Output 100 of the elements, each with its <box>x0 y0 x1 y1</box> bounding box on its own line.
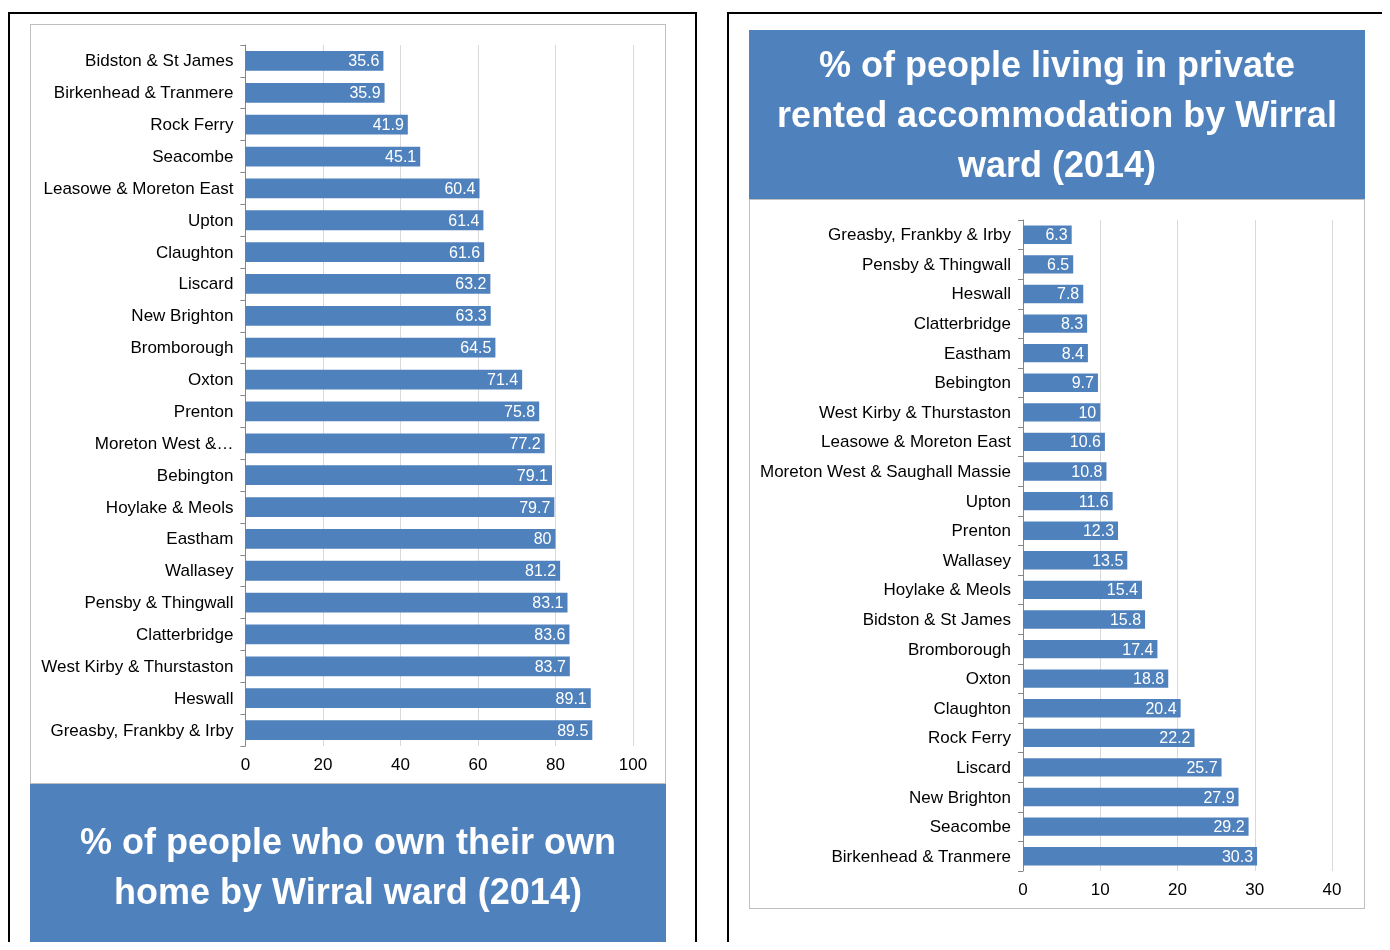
y-tick-label: Seacombe <box>929 817 1012 837</box>
chart-title: % of people living in private rented accommodation by Wirral ward (2014) <box>749 30 1365 199</box>
x-tick-label: 100 <box>618 755 648 774</box>
data-label: 12.3 <box>1082 522 1115 540</box>
bar <box>245 433 545 454</box>
y-tick-label: Moreton West & Saughall Massie <box>759 462 1012 482</box>
data-label: 79.1 <box>516 466 549 484</box>
y-tick-label: Bromborough <box>908 639 1012 659</box>
data-label: 63.2 <box>455 275 487 293</box>
y-tick-label: Bebington <box>156 465 234 485</box>
y-tick-label: Moreton West &… <box>94 433 234 453</box>
x-tick-label: 20 <box>1168 880 1187 899</box>
y-tick-label: Birkenhead & Tranmere <box>831 846 1012 866</box>
bar <box>245 401 540 422</box>
bar <box>1023 758 1222 777</box>
bar <box>245 305 491 326</box>
bar <box>1023 314 1088 333</box>
data-label: 6.3 <box>1045 226 1068 244</box>
bar <box>245 369 523 390</box>
bar <box>245 497 555 517</box>
bar <box>1023 817 1249 836</box>
y-tick-label: Bidston & St James <box>862 609 1012 629</box>
data-label: 89.5 <box>557 721 589 739</box>
x-tick-label: 80 <box>546 755 565 774</box>
y-tick-label: Wallasey <box>165 561 234 581</box>
y-tick-label: Rock Ferry <box>927 728 1012 748</box>
y-tick-label: Seacombe <box>152 147 234 167</box>
bar <box>245 146 421 167</box>
data-label: 15.8 <box>1109 610 1142 628</box>
y-tick-label: Prenton <box>951 521 1012 541</box>
data-label: 29.2 <box>1213 818 1245 836</box>
data-label: 80 <box>533 530 552 548</box>
data-label: 35.6 <box>348 52 380 70</box>
x-tick-label: 40 <box>390 755 410 774</box>
y-tick-label: Bidston & St James <box>85 51 234 71</box>
bar <box>1023 669 1169 688</box>
bar <box>245 114 408 135</box>
y-tick-label: Wallasey <box>942 550 1012 570</box>
data-label: 17.4 <box>1122 640 1154 658</box>
data-label: 9.7 <box>1071 374 1095 392</box>
bar <box>1023 462 1107 481</box>
bar <box>245 274 491 294</box>
bar <box>245 624 570 645</box>
data-label: 6.5 <box>1046 255 1070 273</box>
data-label: 10.8 <box>1071 463 1103 481</box>
data-label: 83.7 <box>534 657 566 675</box>
y-tick-label: Pensby & Thingwall <box>862 254 1012 274</box>
data-label: 83.6 <box>534 625 566 643</box>
data-label: 27.9 <box>1203 788 1235 806</box>
x-tick-label: 30 <box>1245 880 1265 899</box>
bar <box>245 178 480 199</box>
bar <box>1023 580 1142 600</box>
y-tick-label: Hoylake & Meols <box>105 497 234 517</box>
data-label: 81.2 <box>524 562 557 580</box>
data-label: 13.5 <box>1092 551 1124 569</box>
y-tick-label: Liscard <box>956 757 1012 777</box>
bar <box>1023 847 1258 866</box>
bar <box>245 465 552 486</box>
y-tick-label: Bebington <box>934 373 1012 393</box>
y-tick-label: Oxton <box>188 370 234 390</box>
data-label: 75.8 <box>504 402 536 420</box>
bar <box>1023 403 1101 422</box>
data-label: 83.1 <box>532 594 564 612</box>
x-tick-label: 60 <box>468 755 488 774</box>
data-label: 7.8 <box>1057 285 1080 303</box>
y-tick-label: West Kirby & Thurstaston <box>41 656 234 676</box>
y-tick-label: Greasby, Frankby & Irby <box>828 225 1012 245</box>
bar <box>245 337 496 358</box>
y-tick-label: Prenton <box>173 401 234 421</box>
x-tick-label: 10 <box>1090 880 1110 899</box>
bar <box>1023 699 1181 718</box>
y-tick-label: Bromborough <box>130 338 234 358</box>
y-tick-label: Rock Ferry <box>150 115 234 135</box>
y-tick-label: Leasowe & Moreton East <box>43 178 234 198</box>
y-tick-label: Greasby, Frankby & Irby <box>50 720 234 740</box>
y-tick-label: Upton <box>965 491 1012 511</box>
data-label: 8.3 <box>1060 315 1084 333</box>
data-label: 15.4 <box>1106 581 1139 599</box>
data-label: 10.6 <box>1069 433 1101 451</box>
data-label: 64.5 <box>460 339 492 357</box>
x-tick-label: 0 <box>1018 880 1028 899</box>
y-tick-label: New Brighton <box>908 787 1012 807</box>
x-tick-label: 0 <box>240 755 251 774</box>
y-tick-label: Heswall <box>951 284 1012 304</box>
y-tick-label: Clatterbridge <box>136 624 234 644</box>
y-tick-label: Claughton <box>155 242 234 262</box>
bar <box>245 51 384 71</box>
y-tick-label: New Brighton <box>131 306 234 326</box>
bar <box>245 592 568 613</box>
data-label: 89.1 <box>555 689 587 707</box>
data-label: 22.2 <box>1159 729 1191 747</box>
y-tick-label: Liscard <box>178 274 234 294</box>
data-label: 61.4 <box>448 211 480 229</box>
bar <box>245 82 385 103</box>
data-label: 25.7 <box>1186 758 1218 776</box>
data-label: 20.4 <box>1145 699 1177 717</box>
bar <box>1023 610 1146 629</box>
y-tick-label: Hoylake & Meols <box>883 580 1012 600</box>
y-tick-label: Oxton <box>965 669 1012 689</box>
data-label: 8.4 <box>1061 344 1084 362</box>
